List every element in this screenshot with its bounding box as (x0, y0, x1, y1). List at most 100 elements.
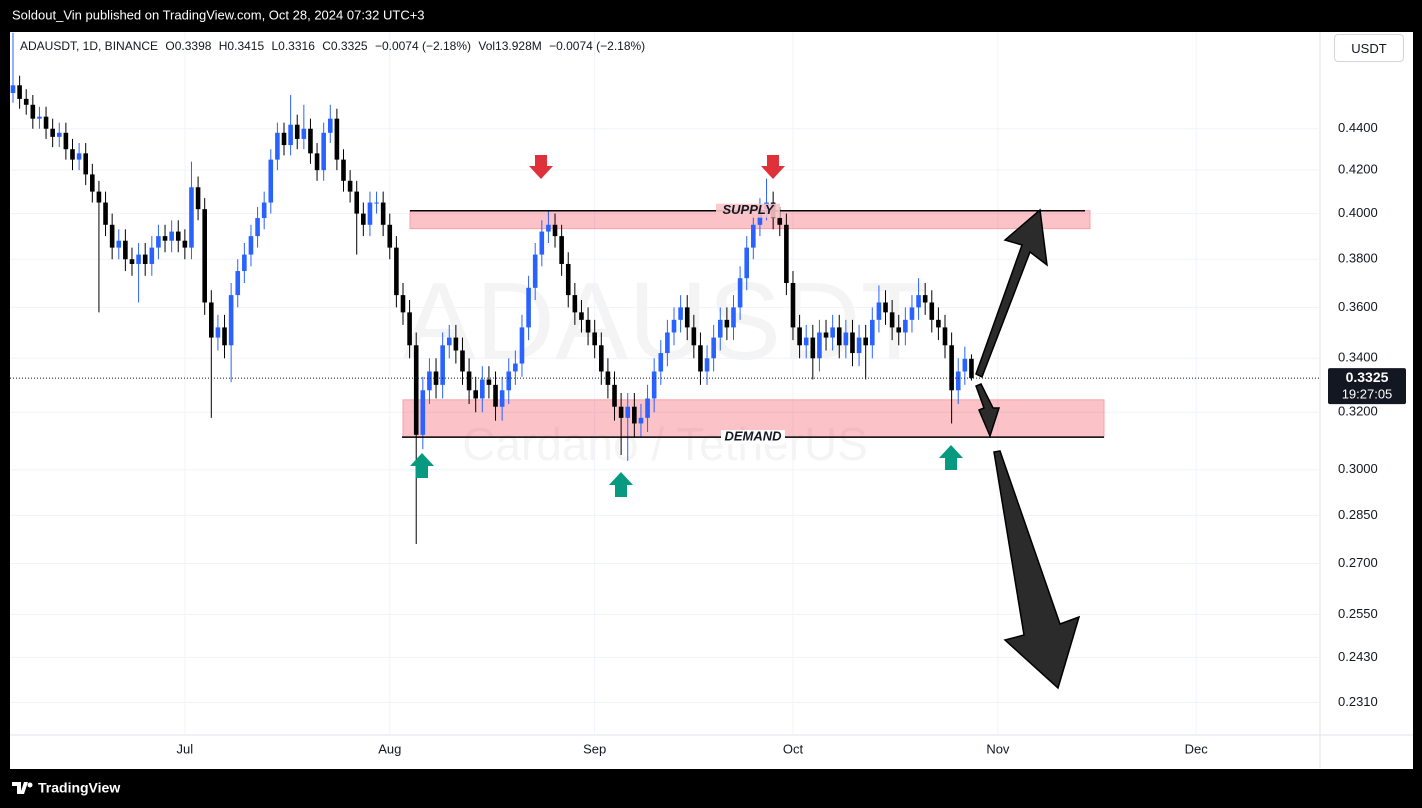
candle-body (149, 247, 155, 264)
candle-body (969, 358, 974, 379)
candle-body (308, 128, 313, 154)
candle-body (453, 337, 459, 351)
brand: TradingView (38, 780, 120, 796)
candle-body (242, 254, 247, 272)
candle-body (56, 132, 62, 137)
candle-body (294, 124, 300, 139)
symbol: ADAUSDT, 1D, BINANCE (20, 39, 159, 53)
candle-body (30, 104, 36, 119)
symbol-legend: ADAUSDT, 1D, BINANCE O0.3398 H0.3415 L0.… (20, 39, 649, 53)
candle-body (169, 231, 174, 241)
candle-body (744, 247, 750, 279)
candle-body (96, 191, 102, 203)
red-arrow (761, 155, 785, 179)
candle-body (598, 345, 604, 372)
down-arrow (975, 383, 1001, 439)
candle-body (942, 327, 948, 346)
currency-button[interactable]: USDT (1334, 34, 1404, 62)
candle-body (347, 180, 353, 192)
y-tick-label: 0.4400 (1338, 120, 1378, 135)
last-price-box (1328, 368, 1406, 405)
candle-body (466, 371, 472, 391)
candle-body (103, 202, 108, 225)
candle-body (585, 319, 591, 333)
candle-body (109, 224, 115, 248)
footer-logo (12, 782, 33, 794)
candle-body (361, 213, 366, 225)
candle-body (499, 390, 505, 407)
candle-body (162, 236, 168, 241)
candle-body (863, 337, 868, 346)
candle-body (777, 218, 783, 225)
candle-body (189, 187, 194, 248)
y-tick-label: 0.2550 (1338, 606, 1378, 621)
candle-body (909, 307, 915, 320)
candle-body (400, 295, 406, 313)
x-tick-label: Sep (583, 741, 606, 756)
y-tick-label: 0.3000 (1338, 461, 1378, 476)
candle-body (513, 363, 518, 372)
y-tick-label: 0.2850 (1338, 507, 1378, 522)
y-tick-label: 0.2430 (1338, 649, 1378, 664)
candle-body (195, 187, 201, 210)
candle-body (565, 263, 571, 296)
change: −0.0074 (−2.18%) (374, 39, 472, 53)
candle-body (922, 295, 928, 303)
candle-body (691, 327, 697, 346)
zone-label: DEMAND (724, 429, 782, 444)
candle-body (724, 319, 730, 328)
candle-body (209, 302, 214, 338)
candle-body (572, 295, 578, 313)
y-tick-label: 0.4200 (1338, 162, 1378, 177)
last-price-label: 0.3325 (1346, 369, 1389, 385)
y-tick-label: 0.3200 (1338, 404, 1378, 419)
candle-body (731, 307, 736, 328)
candle-body (314, 153, 320, 171)
ohlc-close: C0.3325 (322, 39, 368, 53)
candle-body (215, 327, 221, 338)
candle-body (37, 116, 42, 119)
green-arrow (410, 453, 434, 478)
candle-body (129, 259, 135, 264)
candle-body (559, 236, 564, 264)
candle-body (684, 307, 690, 328)
logo-dot (27, 782, 33, 788)
candle-body (334, 118, 340, 160)
candle-body (625, 406, 631, 418)
candle-body (823, 332, 829, 338)
green-arrow (939, 445, 963, 470)
candle-body (374, 202, 379, 204)
candle-body (526, 287, 531, 328)
candle-body (962, 358, 968, 372)
candle-body (228, 295, 234, 346)
candle-body (916, 295, 921, 308)
candle-body (83, 153, 89, 175)
candle-body (275, 132, 280, 160)
x-tick-label: Oct (783, 741, 804, 756)
candle-body (255, 218, 260, 237)
candle-body (579, 312, 584, 320)
candle-body (704, 358, 710, 372)
candle-body (288, 124, 293, 146)
candle-body (367, 202, 373, 225)
candle-body (394, 247, 399, 296)
candle-body (632, 406, 637, 424)
candle-body (638, 417, 644, 424)
candle-body (301, 128, 307, 139)
candle-body (903, 319, 908, 333)
candle-body (506, 371, 512, 391)
candle-body (63, 132, 69, 150)
zone-label-bg (721, 430, 785, 445)
candle-body (380, 202, 386, 225)
y-tick-label: 0.2700 (1338, 555, 1378, 570)
candle-body (817, 332, 822, 359)
candle-body (889, 312, 895, 328)
y-tick-label: 0.3800 (1338, 251, 1378, 266)
candle-body (803, 337, 809, 346)
candle-body (261, 202, 267, 219)
volume: Vol13.928M (478, 39, 542, 53)
candle-body (321, 132, 326, 171)
candle-body (156, 236, 161, 248)
candle-body (711, 337, 716, 359)
